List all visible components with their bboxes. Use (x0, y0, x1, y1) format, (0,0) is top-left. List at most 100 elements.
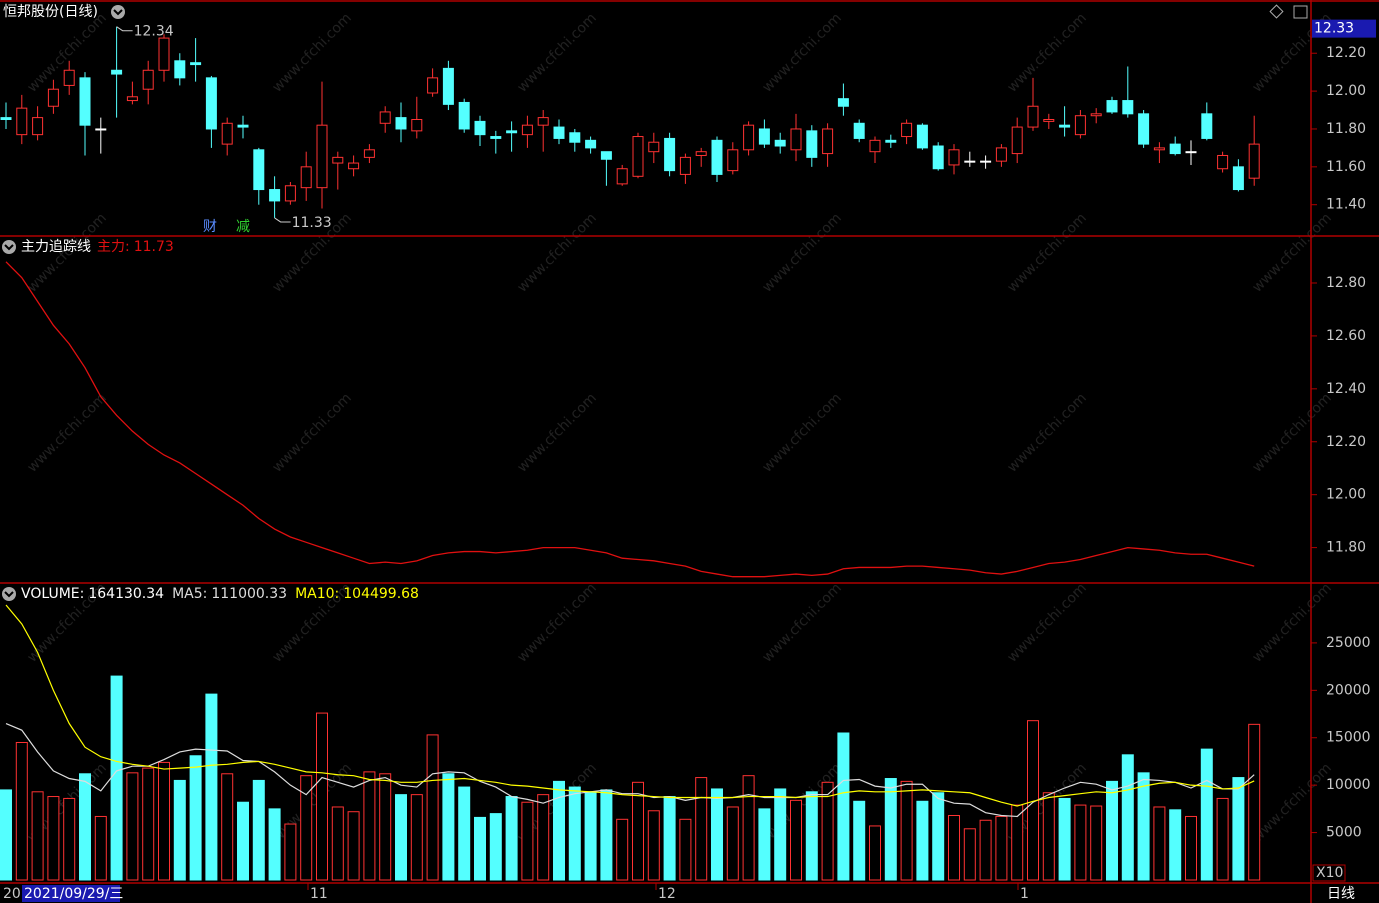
candle-body (1169, 143, 1181, 155)
x-label: 1 (1020, 886, 1029, 902)
max-label: 12.34 (134, 24, 174, 40)
last-price-box (1312, 19, 1376, 38)
candle-body (1027, 105, 1039, 128)
volume-bar (474, 816, 486, 881)
volume-bar (553, 780, 565, 881)
y-tick-label: 12.80 (1326, 275, 1366, 291)
candle-body (284, 185, 296, 202)
candle-body (1074, 115, 1086, 136)
volume-bar (1153, 806, 1166, 881)
candle-body (585, 139, 597, 149)
line (5, 261, 1255, 578)
candle-body (269, 189, 281, 202)
candle-body (458, 101, 470, 130)
volume-bar (1185, 815, 1197, 881)
volume-bar (979, 819, 992, 881)
volume-bar (268, 808, 281, 881)
candle-body (300, 166, 312, 189)
candle-body (506, 130, 518, 134)
volume-bar (410, 794, 423, 881)
volume-bar (0, 789, 12, 881)
volume-bar (600, 789, 613, 881)
candle-body (837, 98, 849, 107)
candle-body (679, 156, 691, 175)
volume-bar (521, 801, 534, 881)
volume-bar (458, 786, 471, 881)
volume-bar (1137, 772, 1150, 881)
x-label: 20 (3, 886, 21, 902)
candle-body (174, 60, 186, 79)
candle-body (427, 77, 439, 94)
y-tick-label: 15000 (1326, 730, 1371, 746)
volume-bar (537, 794, 550, 881)
y-tick-label: 12.00 (1326, 83, 1366, 99)
period: 日线 (1327, 886, 1355, 902)
candle-body (316, 124, 328, 189)
volume-bar (347, 811, 360, 881)
candle-body (537, 117, 549, 126)
candle-body (1232, 166, 1244, 191)
volume-bar (1074, 804, 1087, 881)
candle-body (711, 139, 723, 175)
volume-bar (205, 693, 218, 881)
candle-body (63, 69, 75, 86)
candle-body (158, 37, 170, 71)
volume-bar (726, 806, 739, 881)
volume-bar (47, 796, 60, 881)
volume-bar (774, 788, 787, 881)
y-tick-label: 11.40 (1326, 197, 1366, 213)
candle-body (111, 69, 123, 75)
volume-bar (679, 818, 692, 881)
y-tick-label: 12.40 (1326, 381, 1366, 397)
candle-body (79, 77, 91, 126)
candle-body (521, 124, 533, 136)
candle-body (395, 117, 407, 130)
candle-body (853, 122, 865, 139)
candle-body (1138, 113, 1150, 145)
candle-body (411, 119, 423, 132)
volume-bar (363, 771, 376, 881)
volume-bar (316, 712, 328, 881)
volume-bar (331, 806, 344, 881)
ma-line (5, 604, 1255, 807)
candle-body (237, 124, 249, 128)
volume-bar (1042, 792, 1055, 881)
volume-bar (158, 761, 170, 881)
candle-body (16, 107, 28, 136)
volume-bar (821, 781, 834, 881)
candle-body (1059, 124, 1071, 128)
y-tick-label: 12.20 (1326, 45, 1366, 61)
candle-body (616, 168, 628, 185)
ma-line (5, 722, 1255, 818)
candle-body (253, 149, 265, 191)
candle-body (901, 122, 913, 138)
legend-value: 111000.33 (211, 586, 287, 602)
volume-bar (505, 796, 518, 881)
volume-bar (1106, 780, 1118, 881)
candle-body (1122, 100, 1134, 115)
volume-bar (711, 788, 723, 881)
y-tick-label: 12.00 (1326, 487, 1366, 503)
volume-bar (300, 775, 313, 881)
candle-body (348, 162, 360, 170)
candle-body (379, 111, 391, 124)
candle-body (600, 151, 612, 160)
candle-body (553, 126, 565, 139)
volume-bar (395, 794, 407, 881)
candle-body (664, 137, 676, 172)
candle-body (1090, 113, 1102, 117)
volume-bar (900, 780, 913, 881)
volume-bar (1216, 797, 1229, 881)
candle-body (932, 145, 944, 170)
candle-body (822, 128, 834, 155)
legend-name: 主力: (97, 239, 130, 255)
candle-body (1011, 126, 1023, 155)
volume-bar (758, 808, 771, 881)
y-tick-label: 12.20 (1326, 434, 1366, 450)
candle-body (727, 149, 739, 172)
y-tick-label: 10000 (1326, 777, 1371, 793)
volume-bar (94, 815, 107, 881)
candle-body (1248, 143, 1260, 179)
y-tick-label: 11.80 (1326, 121, 1366, 137)
